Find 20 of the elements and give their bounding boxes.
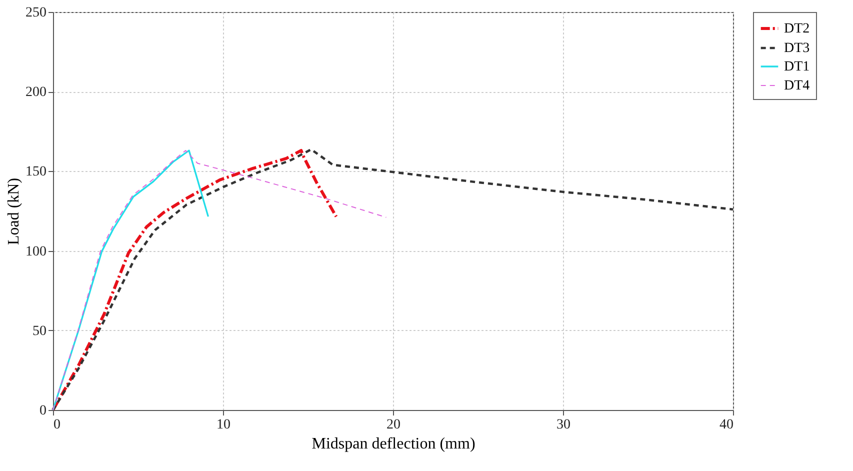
x-tick-label: 30 [556,418,570,432]
y-tick-label: 150 [26,164,46,180]
line-series [52,150,210,411]
legend-label: DT2 [784,22,810,36]
legend-label: DT1 [784,60,810,74]
y-tick-label: 50 [32,324,46,339]
legend-label: DT3 [784,41,810,56]
x-tick-label: 40 [720,418,734,432]
x-tick-label: 10 [216,418,230,432]
y-tick-label: 100 [26,244,46,260]
legend-label: DT4 [784,78,810,94]
y-tick-label: 0 [40,404,46,418]
x-tick-label: 0 [54,418,60,432]
y-axis-title: Load (kN) [6,178,22,246]
x-axis-title: Midspan deflection (mm) [312,436,476,452]
line-series [52,149,338,412]
y-tick-label: 250 [26,6,46,20]
line-series [52,150,387,410]
y-tick-label: 200 [26,85,46,100]
x-tick-label: 20 [386,418,400,432]
